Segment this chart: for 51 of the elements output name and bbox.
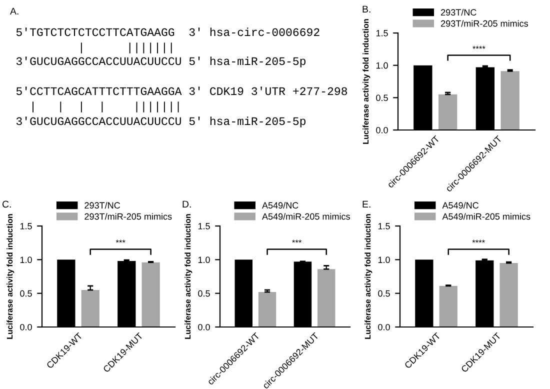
text: 3'GUCUGAGGCCACCUUACUUCCU 5' hsa-miR-205-5p bbox=[16, 56, 306, 68]
bar bbox=[142, 262, 160, 327]
legend-label: A549/NC bbox=[442, 202, 479, 209]
chart-title: B. bbox=[362, 6, 370, 13]
annotation: *** bbox=[116, 240, 126, 243]
y-axis-title: Luciferase activity fold induction bbox=[362, 19, 370, 144]
y-tick-label: 0.0 bbox=[378, 324, 390, 330]
y-axis-title: Luciferase activity fold induction bbox=[364, 214, 372, 339]
y-tick-label: 0.0 bbox=[376, 126, 388, 134]
chart-title: C. bbox=[2, 200, 11, 208]
y-tick-label: 0.5 bbox=[378, 290, 390, 297]
annotation: **** bbox=[472, 46, 486, 49]
bar bbox=[81, 290, 100, 327]
y-tick-label: 0.5 bbox=[376, 94, 388, 102]
text: | ||||||| bbox=[80, 42, 172, 54]
y-tick-label: 0.5 bbox=[20, 290, 32, 297]
legend-label: 293T/NC bbox=[84, 202, 120, 209]
chart-title: E. bbox=[362, 200, 370, 208]
bar bbox=[318, 269, 336, 327]
legend-label: 293T/NC bbox=[441, 8, 476, 16]
y-tick-label: 0.0 bbox=[20, 324, 32, 330]
legend-label: A549/miR-205 mimics bbox=[442, 213, 530, 220]
y-tick-label: 0.0 bbox=[198, 324, 210, 330]
y-tick-label: 1.0 bbox=[376, 62, 388, 69]
annotation: *** bbox=[292, 240, 302, 243]
chart-title: D. bbox=[182, 200, 191, 208]
y-tick-label: 1.5 bbox=[198, 223, 210, 230]
bar bbox=[438, 94, 458, 130]
bar bbox=[258, 292, 276, 327]
y-tick-label: 1.0 bbox=[378, 256, 390, 264]
y-tick-label: 1.0 bbox=[198, 256, 210, 264]
y-tick-label: 1.0 bbox=[20, 256, 32, 264]
bar bbox=[500, 263, 518, 327]
legend-label: 293T/miR-205 mimics bbox=[441, 20, 528, 27]
y-axis-title: Luciferase activity fold induction bbox=[184, 214, 192, 339]
y-tick-label: 1.5 bbox=[376, 30, 388, 36]
y-tick-label: 1.5 bbox=[378, 223, 390, 230]
text: 5'TGTCTCTCTCCTTCATGAAGG 3' hsa-circ-0006692 bbox=[16, 28, 320, 36]
annotation: **** bbox=[472, 240, 485, 243]
y-tick-label: 0.5 bbox=[198, 290, 210, 297]
legend-label: A549/NC bbox=[262, 202, 298, 209]
text: A. bbox=[10, 8, 18, 15]
legend-label: A549/miR-205 mimics bbox=[262, 213, 350, 220]
text: | | | | ||||||| bbox=[32, 102, 179, 112]
legend-label: 293T/miR-205 mimics bbox=[84, 213, 172, 220]
y-axis-title: Luciferase activity fold induction bbox=[6, 214, 14, 339]
bar bbox=[500, 71, 520, 130]
y-tick-label: 1.5 bbox=[20, 223, 32, 230]
text: 5'CCTTCAGCATTTCTTTGAAGGA 3' CDK19 3'UTR +277-298 bbox=[16, 86, 348, 96]
text: 3'GUCUGAGGCCACCUUACUUCCU 5' hsa-miR-205-5p bbox=[16, 116, 306, 128]
bar bbox=[439, 286, 458, 327]
